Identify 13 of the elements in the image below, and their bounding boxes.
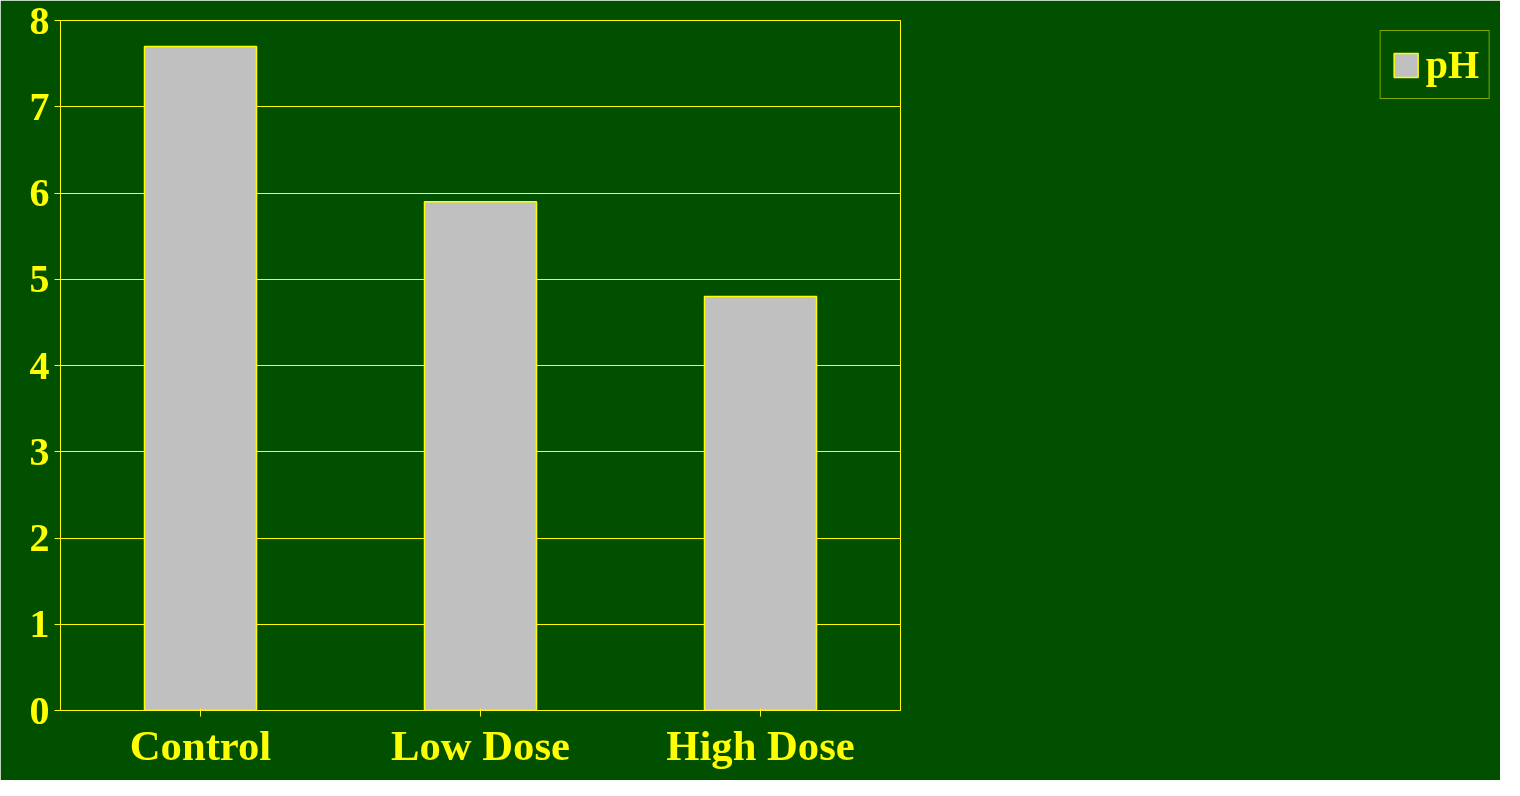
y-tick-label: 8: [29, 0, 50, 43]
y-tick-label: 1: [29, 601, 50, 647]
x-tick-label: Control: [129, 721, 272, 769]
y-tick-label: 3: [29, 428, 50, 474]
y-tick-label: 2: [29, 515, 50, 560]
y-tick-label: 4: [29, 342, 50, 388]
y-tick-label: 6: [29, 170, 50, 215]
legend-label: pH: [1425, 41, 1479, 88]
y-tick-label: 0: [29, 687, 50, 733]
x-tick-label: Low Dose: [391, 721, 570, 769]
y-tick-label: 5: [29, 256, 50, 302]
y-tick-label: 7: [29, 83, 50, 129]
x-tick-label: High Dose: [666, 721, 855, 769]
